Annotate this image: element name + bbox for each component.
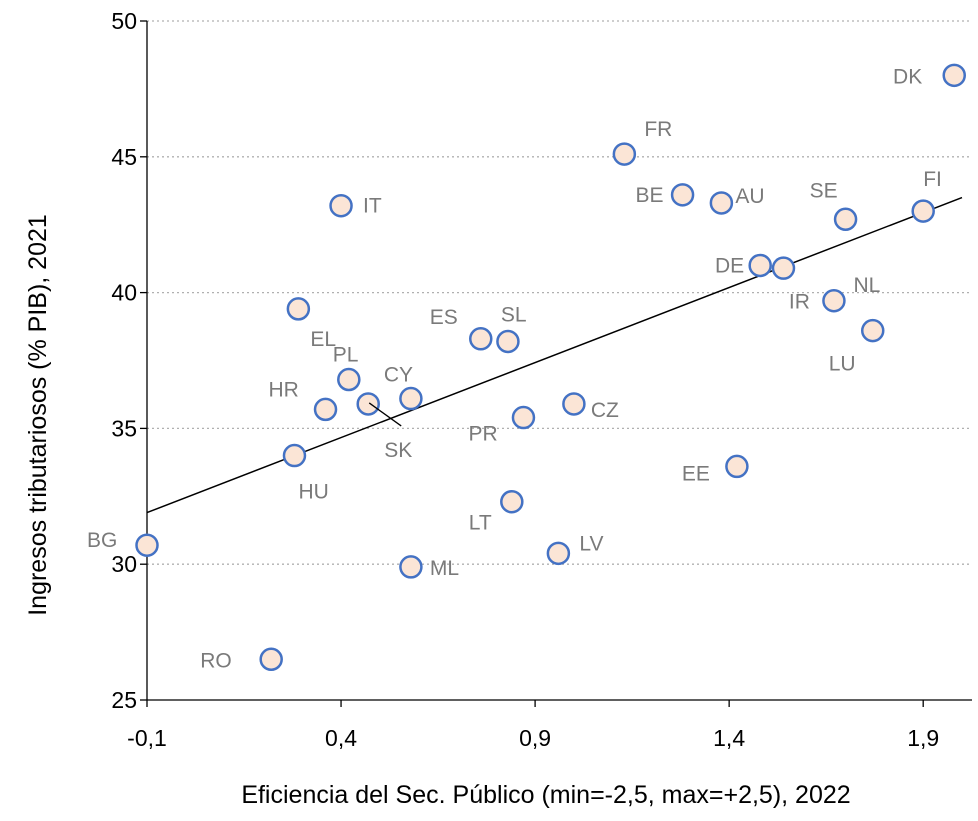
point-label-dk: DK [893, 65, 922, 88]
point-label-lu: LU [829, 353, 856, 376]
x-tick-labels: -0,1 0,4 0,9 1,4 1,9 [127, 700, 939, 751]
point-label-lv: LV [579, 532, 603, 555]
point-fr [612, 142, 637, 166]
point-label-cz: CZ [591, 399, 619, 422]
point-cz [562, 392, 586, 416]
x-tick-label: 0,9 [519, 725, 551, 751]
point-label-be: BE [636, 184, 664, 207]
point-label-hu: HU [298, 481, 328, 504]
x-tick-label: 1,9 [907, 725, 939, 751]
y-tick-label: 50 [111, 8, 137, 34]
x-tick-label: 0,4 [325, 725, 357, 751]
point-label-it: IT [363, 195, 382, 218]
point-label-ir: IR [789, 291, 810, 314]
point-nl [771, 256, 796, 280]
point-bg [135, 533, 159, 557]
y-axis-title: Ingresos tributariosos (% PIB), 2021 [24, 214, 52, 616]
point-label-hr: HR [269, 378, 299, 401]
point-ee [725, 454, 749, 479]
point-cy [399, 386, 423, 411]
point-it [329, 193, 353, 218]
point-labels: DK FR IT BE AU SE FI DE NL IR LU EL ES SL PL CY SK HR CZ PR… [87, 65, 942, 672]
point-ro [259, 647, 283, 672]
point-label-pl: PL [333, 344, 359, 367]
y-tick-label: 25 [111, 687, 137, 713]
grid-lines [147, 20, 972, 565]
x-tick-label: -0,1 [127, 725, 167, 751]
point-label-ro: RO [200, 649, 232, 672]
point-label-se: SE [810, 179, 838, 202]
point-sk [356, 392, 380, 416]
point-label-ml: ML [430, 557, 459, 580]
point-de [748, 253, 772, 278]
point-label-fr: FR [644, 118, 672, 141]
point-label-pr: PR [468, 423, 497, 446]
y-tick-label: 40 [111, 280, 137, 306]
y-tick-label: 30 [111, 551, 137, 577]
point-label-el: EL [310, 328, 336, 351]
y-tick-label: 35 [111, 415, 137, 441]
point-hr [313, 397, 338, 422]
point-be [670, 183, 695, 207]
x-axis-title: Eficiencia del Sec. Público (min=-2,5, m… [241, 781, 850, 809]
point-label-ee: EE [682, 462, 710, 485]
point-el [286, 297, 311, 321]
point-label-lt: LT [469, 512, 492, 535]
data-points [135, 63, 966, 672]
point-label-de: DE [715, 254, 744, 277]
point-lt [500, 489, 524, 514]
axes [146, 21, 972, 701]
point-pr [511, 405, 536, 430]
y-tick-labels: 25 30 35 40 45 50 [111, 8, 147, 713]
point-label-es: ES [430, 306, 458, 329]
point-label-au: AU [735, 185, 764, 208]
point-au [709, 191, 734, 215]
point-hu [282, 443, 307, 468]
point-se [833, 207, 858, 232]
point-es [469, 327, 493, 351]
y-tick-label: 45 [111, 144, 137, 170]
point-label-sk: SK [384, 439, 412, 462]
point-label-fi: FI [923, 168, 942, 191]
point-lu [860, 318, 885, 343]
point-ml [399, 555, 423, 579]
point-label-nl: NL [853, 274, 880, 297]
point-ir [822, 288, 846, 313]
point-fi [911, 199, 935, 223]
x-tick-label: 1,4 [713, 725, 745, 751]
sk-leader-line [368, 402, 402, 427]
trend-line [146, 196, 963, 514]
point-label-bg: BG [87, 529, 117, 552]
point-label-cy: CY [384, 364, 413, 387]
point-dk [942, 63, 966, 88]
point-label-sl: SL [501, 303, 527, 326]
point-pl [337, 367, 361, 392]
point-sl [496, 329, 520, 354]
point-lv [546, 541, 571, 566]
